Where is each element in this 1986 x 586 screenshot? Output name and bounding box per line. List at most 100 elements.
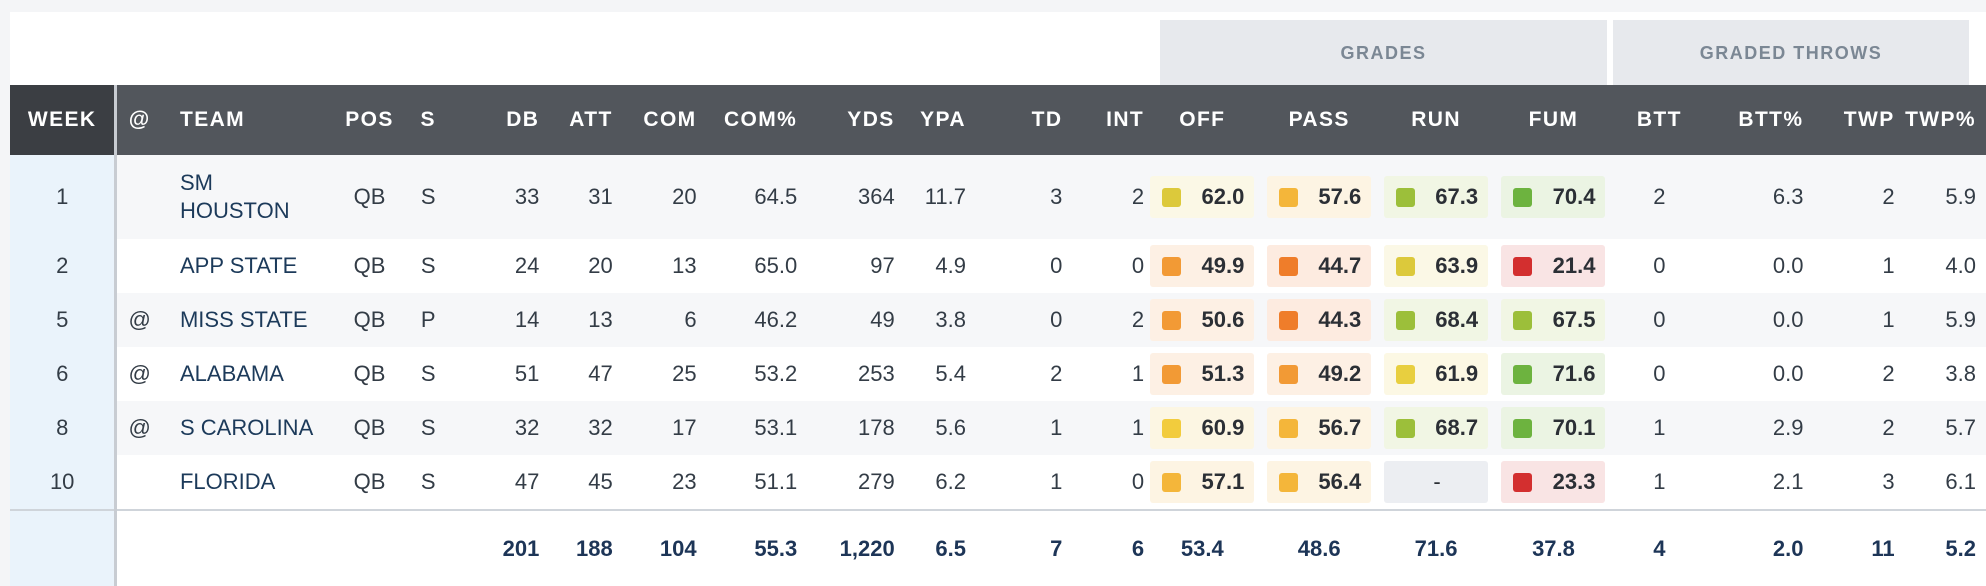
- grade-color-swatch: [1162, 256, 1182, 276]
- graded-throws-group-header: GRADED THROWS: [1613, 20, 1969, 86]
- grade-badge-run[interactable]: -: [1384, 461, 1489, 503]
- col-db[interactable]: DB: [455, 85, 540, 155]
- grade-badge-run[interactable]: 61.9: [1384, 353, 1489, 395]
- grade-badge-off[interactable]: 51.3: [1150, 353, 1255, 395]
- cell-grade-fum: 70.1: [1494, 401, 1613, 455]
- col-pass[interactable]: PASS: [1260, 85, 1378, 155]
- cell-s: S: [400, 239, 456, 293]
- cell-ypa: 11.7: [894, 155, 966, 239]
- col-fum[interactable]: FUM: [1494, 85, 1613, 155]
- col-int[interactable]: INT: [1062, 85, 1145, 155]
- cell-week: 8: [10, 401, 118, 455]
- grade-badge-pass[interactable]: 44.3: [1267, 299, 1372, 341]
- cell-twp: 3: [1803, 455, 1895, 510]
- team-link[interactable]: S CAROLINA: [179, 415, 314, 440]
- col-run[interactable]: RUN: [1377, 85, 1495, 155]
- grade-color-swatch: [1513, 256, 1533, 276]
- cell-grade-pass: 44.3: [1260, 293, 1378, 347]
- grade-badge-pass[interactable]: 44.7: [1267, 245, 1372, 287]
- cell-ypa: 3.8: [894, 293, 966, 347]
- grade-badge-run[interactable]: 68.7: [1384, 407, 1489, 449]
- grade-badge-fum[interactable]: 67.5: [1501, 299, 1606, 341]
- grade-badge-pass[interactable]: 57.6: [1267, 176, 1372, 218]
- table-row[interactable]: 1 SM HOUSTON QB S 33 31 20 64.5 364 11.7 3 2 62.0 57.…: [10, 155, 1986, 239]
- cell-com: 20: [612, 155, 697, 239]
- cell-yds: 49: [797, 293, 895, 347]
- team-link[interactable]: SM HOUSTON: [179, 170, 290, 223]
- grade-badge-off[interactable]: 50.6: [1150, 299, 1255, 341]
- col-com[interactable]: COM: [612, 85, 697, 155]
- grade-badge-run[interactable]: 68.4: [1384, 299, 1489, 341]
- grade-badge-off[interactable]: 60.9: [1150, 407, 1255, 449]
- grade-badge-fum[interactable]: 71.6: [1501, 353, 1606, 395]
- col-s[interactable]: S: [400, 85, 456, 155]
- table-row[interactable]: 5 @ MISS STATE QB P 14 13 6 46.2 49 3.8 0 2 50.6 44.3 6…: [10, 293, 1986, 347]
- col-pos[interactable]: POS: [338, 85, 401, 155]
- col-team[interactable]: TEAM: [161, 85, 339, 155]
- grade-value: 44.3: [1318, 307, 1362, 332]
- grade-value: 23.3: [1552, 469, 1596, 494]
- col-twp[interactable]: TWP: [1803, 85, 1895, 155]
- cell-btt: 1: [1612, 455, 1706, 510]
- table-row[interactable]: 6 @ ALABAMA QB S 51 47 25 53.2 253 5.4 2 1 51.3 49.2 61…: [10, 347, 1986, 401]
- grade-badge-pass[interactable]: 56.7: [1267, 407, 1372, 449]
- col-twp-pct[interactable]: TWP%: [1894, 85, 1986, 155]
- cell-com-pct: 65.0: [696, 239, 798, 293]
- cell-s: S: [400, 401, 456, 455]
- col-yds[interactable]: YDS: [797, 85, 895, 155]
- col-btt-pct[interactable]: BTT%: [1705, 85, 1804, 155]
- cell-yds: 178: [797, 401, 895, 455]
- cell-com-pct: 51.1: [696, 455, 798, 510]
- grade-badge-pass[interactable]: 49.2: [1267, 353, 1372, 395]
- total-btt-pct: 2.0: [1705, 509, 1804, 586]
- team-link[interactable]: ALABAMA: [179, 361, 284, 386]
- table-row[interactable]: 8 @ S CAROLINA QB S 32 32 17 53.1 178 5.6 1 1 60.9 56.…: [10, 401, 1986, 455]
- team-link[interactable]: FLORIDA: [179, 469, 276, 494]
- grade-color-swatch: [1396, 364, 1416, 384]
- table-row[interactable]: 10 FLORIDA QB S 47 45 23 51.1 279 6.2 1 0 57.1 56.4-2…: [10, 455, 1986, 510]
- grade-value: 68.4: [1435, 307, 1479, 332]
- cell-yds: 253: [797, 347, 895, 401]
- cell-btt-pct: 0.0: [1705, 239, 1804, 293]
- grade-badge-fum[interactable]: 70.1: [1501, 407, 1606, 449]
- cell-int: 1: [1062, 401, 1145, 455]
- grade-value: 70.1: [1552, 415, 1596, 440]
- total-fum: 37.8: [1494, 509, 1613, 586]
- col-off[interactable]: OFF: [1144, 85, 1261, 155]
- col-at[interactable]: @: [115, 85, 162, 155]
- grade-badge-off[interactable]: 62.0: [1150, 176, 1255, 218]
- grade-value: 67.5: [1552, 307, 1596, 332]
- team-link[interactable]: MISS STATE: [179, 307, 308, 332]
- table-row[interactable]: 2 APP STATE QB S 24 20 13 65.0 97 4.9 0 0 49.9 44.7 63…: [10, 239, 1986, 293]
- cell-twp: 2: [1803, 401, 1895, 455]
- col-att[interactable]: ATT: [539, 85, 613, 155]
- team-link[interactable]: APP STATE: [179, 253, 298, 278]
- grade-value: 21.4: [1552, 253, 1596, 278]
- grade-badge-off[interactable]: 57.1: [1150, 461, 1255, 503]
- grade-badge-run[interactable]: 67.3: [1384, 176, 1489, 218]
- grade-badge-fum[interactable]: 21.4: [1501, 245, 1606, 287]
- cell-twp-pct: 5.9: [1894, 293, 1986, 347]
- cell-btt: 0: [1612, 347, 1706, 401]
- col-td[interactable]: TD: [965, 85, 1063, 155]
- grade-badge-fum[interactable]: 23.3: [1501, 461, 1606, 503]
- grade-color-swatch: [1279, 472, 1299, 492]
- col-com-pct[interactable]: COM%: [696, 85, 798, 155]
- column-header-row: WEEK @ TEAM POS S DB ATT COM COM% YDS YP…: [10, 85, 1986, 155]
- cell-grade-fum: 71.6: [1494, 347, 1613, 401]
- total-ypa: 6.5: [894, 509, 966, 586]
- grade-badge-pass[interactable]: 56.4: [1267, 461, 1372, 503]
- cell-team: MISS STATE: [161, 293, 339, 347]
- grade-badge-run[interactable]: 63.9: [1384, 245, 1489, 287]
- cell-pos: QB: [338, 347, 401, 401]
- grade-value: 44.7: [1318, 253, 1362, 278]
- grade-badge-fum[interactable]: 70.4: [1501, 176, 1606, 218]
- col-week[interactable]: WEEK: [10, 85, 118, 155]
- grade-color-swatch: [1162, 187, 1182, 207]
- cell-btt: 0: [1612, 293, 1706, 347]
- total-yds: 1,220: [797, 509, 895, 586]
- col-btt[interactable]: BTT: [1612, 85, 1706, 155]
- cell-at: [115, 455, 162, 510]
- grade-badge-off[interactable]: 49.9: [1150, 245, 1255, 287]
- col-ypa[interactable]: YPA: [894, 85, 966, 155]
